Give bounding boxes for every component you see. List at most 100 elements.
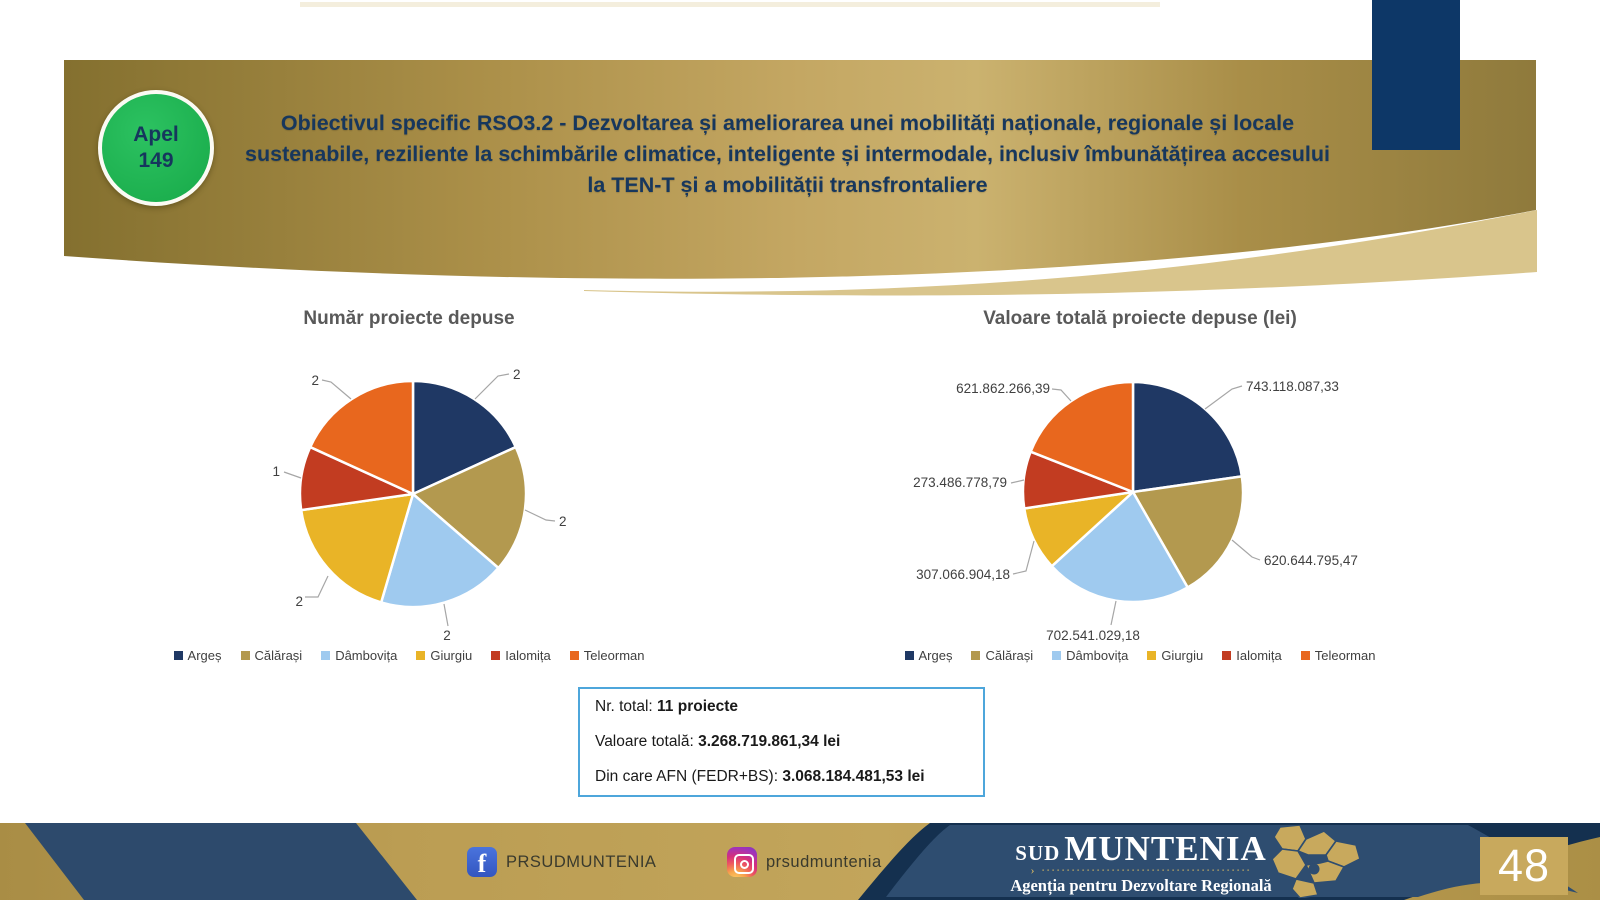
- legend-label: Dâmbovița: [1066, 648, 1129, 663]
- summary-label: Din care AFN (FEDR+BS):: [595, 768, 783, 785]
- leader-line-ialomita: [1010, 479, 1025, 484]
- leader-line-calarasi: [1231, 539, 1261, 561]
- legend-item-Argeș: Argeș: [904, 648, 953, 663]
- pie-slice-Teleorman: [308, 379, 415, 496]
- leader-line-dambovita: [443, 603, 449, 627]
- pie-slices: [1021, 380, 1245, 604]
- instagram-icon: [727, 847, 757, 877]
- instagram-chip: prsudmuntenia: [727, 847, 882, 877]
- leader-line-calarasi: [524, 509, 556, 522]
- legend-swatch: [569, 651, 579, 660]
- leader-line-teleorman: [1051, 388, 1072, 402]
- footer-logo-band: [886, 825, 1578, 897]
- legend-swatch: [971, 651, 981, 660]
- pie-slice-Dâmbovița: [379, 492, 500, 609]
- legend-swatch: [240, 651, 250, 660]
- slide-title: Obiectivul specific RSO3.2 - Dezvoltarea…: [245, 111, 1330, 197]
- pie-value-ialomita: 273.486.778,79: [913, 475, 1007, 490]
- facebook-chip: f PRSUDMUNTENIA: [467, 847, 656, 877]
- legend-item-Ialomița: Ialomița: [491, 648, 551, 663]
- legend-label: Ialomița: [1236, 648, 1282, 663]
- legend-item-Teleorman: Teleorman: [1300, 648, 1376, 663]
- sud-muntenia-logo: SUD MUNTENIA › ∙∙∙∙∙∙∙∙∙∙∙∙∙∙∙∙∙∙∙∙∙∙∙∙∙…: [1000, 829, 1282, 896]
- legend-item-Dâmbovița: Dâmbovița: [1052, 648, 1128, 663]
- legend-value-chart: Argeș Călărași Dâmbovița Giurgiu Ialomița Tel…: [880, 648, 1400, 663]
- pie-value-teleorman: 621.862.266,39: [956, 381, 1050, 396]
- pie-value-arges: 2: [513, 367, 521, 382]
- leader-line-arges: [474, 373, 510, 400]
- chart-title: Număr proiecte depuse: [303, 308, 515, 329]
- legend-item-Giurgiu: Giurgiu: [416, 648, 472, 663]
- pie-value-giurgiu: 307.066.904,18: [916, 567, 1010, 582]
- legend-label: Ialomița: [505, 648, 551, 663]
- summary-value: 11 proiecte: [657, 698, 739, 715]
- pie-value-ialomita: 1: [272, 464, 280, 479]
- legend-item-Călărași: Călărași: [240, 648, 303, 663]
- legend-label: Teleorman: [583, 648, 645, 663]
- legend-label: Giurgiu: [1161, 648, 1204, 663]
- pie-chart-value: 743.118.087,33 620.644.795,47 702.541.02…: [913, 379, 1358, 643]
- leader-line-arges: [1204, 385, 1243, 410]
- pie-value-calarasi: 620.644.795,47: [1264, 553, 1358, 568]
- legend-swatch: [904, 651, 914, 660]
- pie-value-dambovita: 2: [443, 628, 451, 643]
- legend-swatch: [1052, 651, 1062, 660]
- legend-label: Călărași: [254, 648, 303, 663]
- map-capital-hole: [1308, 863, 1320, 875]
- call-badge-number: 149: [138, 149, 174, 172]
- pie-slice-Argeș: [1131, 380, 1244, 494]
- summary-box: Nr. total: 11 proiecte Valoare totală: 3…: [578, 687, 985, 797]
- banner-main-shape: [64, 60, 1536, 279]
- header-banner: [64, 60, 1537, 310]
- legend-label: Călărași: [985, 648, 1034, 663]
- legend-swatch: [491, 651, 501, 660]
- pie-slice-Călărași: [411, 445, 528, 570]
- legend-item-Ialomița: Ialomița: [1222, 648, 1282, 663]
- summary-row-afn: Din care AFN (FEDR+BS): 3.068.184.481,53…: [595, 768, 973, 786]
- summary-label: Nr. total:: [595, 698, 658, 715]
- legend-number-chart: Argeș Călărași Dâmbovița Giurgiu Ialomița Tel…: [173, 648, 644, 663]
- banner-shape: [64, 60, 1537, 296]
- logo-dashed-line: › ∙∙∙∙∙∙∙∙∙∙∙∙∙∙∙∙∙∙∙∙∙∙∙∙∙∙∙∙∙∙∙∙∙∙∙∙∙∙…: [1030, 866, 1252, 874]
- top-accent-strip: [300, 2, 1160, 7]
- logo-subtitle: Agenția pentru Dezvoltare Regională: [1010, 876, 1272, 895]
- legend-label: Argeș: [918, 648, 953, 663]
- pie-slice-Dâmbovița: [1050, 490, 1189, 604]
- legend-item-Călărași: Călărași: [971, 648, 1033, 663]
- leader-line-dambovita: [1110, 600, 1117, 626]
- logo-word-muntenia: MUNTENIA: [1064, 829, 1267, 868]
- pie-value-calarasi: 2: [559, 514, 567, 529]
- chart-total-value: Valoare totală proiecte depuse (lei) 743…: [880, 300, 1400, 663]
- pie-value-giurgiu: 2: [295, 594, 303, 609]
- pie-value-teleorman: 2: [311, 373, 319, 388]
- footer-shapes: [25, 823, 1600, 900]
- legend-item-Argeș: Argeș: [173, 648, 222, 663]
- summary-label: Valoare totală:: [595, 733, 699, 750]
- summary-row-total-count: Nr. total: 11 proiecte: [595, 698, 973, 716]
- chart-number-of-projects: Număr proiecte depuse 2 2 2 2 1 2 Argeș C…: [173, 300, 644, 663]
- footer-left-band: [25, 823, 417, 900]
- legend-swatch: [416, 651, 426, 660]
- legend-item-Giurgiu: Giurgiu: [1147, 648, 1203, 663]
- page-number: 48: [1480, 837, 1568, 895]
- pie-slice-Giurgiu: [299, 492, 415, 604]
- legend-swatch: [1222, 651, 1232, 660]
- summary-value: 3.268.719.861,34 lei: [698, 733, 841, 750]
- pie-slice-Argeș: [411, 379, 518, 496]
- call-badge: Apel 149: [98, 90, 214, 206]
- legend-label: Argeș: [187, 648, 222, 663]
- facebook-icon: f: [467, 847, 497, 877]
- legend-label: Dâmbovița: [335, 648, 398, 663]
- call-badge-word: Apel: [133, 123, 179, 146]
- logo-name: SUD MUNTENIA: [1000, 829, 1282, 869]
- legend-swatch: [1300, 651, 1310, 660]
- legend-item-Dâmbovița: Dâmbovița: [321, 648, 397, 663]
- instagram-handle: prsudmuntenia: [766, 852, 882, 871]
- banner-light-wave: [584, 210, 1537, 296]
- corner-accent-block: [1372, 0, 1460, 150]
- facebook-handle: PRSUDMUNTENIA: [506, 852, 657, 871]
- legend-label: Teleorman: [1314, 648, 1376, 663]
- logo-word-sud: SUD: [1015, 841, 1061, 865]
- leader-line-teleorman: [321, 379, 352, 400]
